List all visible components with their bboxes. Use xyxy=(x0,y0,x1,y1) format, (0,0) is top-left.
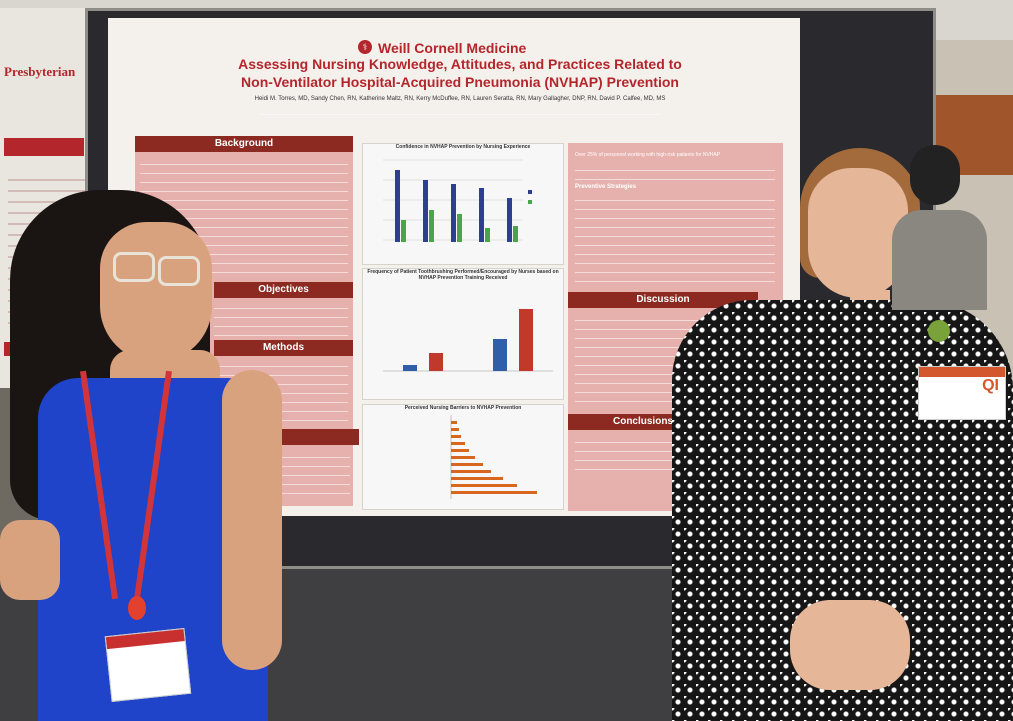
institution-name: Weill Cornell Medicine xyxy=(378,40,527,56)
bar xyxy=(507,198,512,242)
discussion-heading: Discussion xyxy=(568,292,758,308)
right-intro-text: Over 25% of personnel working with high-… xyxy=(575,152,721,158)
name-badge-right: QI xyxy=(918,366,1006,420)
objectives-heading: Objectives xyxy=(214,282,353,298)
bar xyxy=(451,456,475,459)
background-person-body xyxy=(892,210,987,310)
bar xyxy=(451,477,503,480)
neighbor-poster-title: Presbyterian xyxy=(4,64,76,79)
preventive-strategies-label: Preventive Strategies xyxy=(575,184,637,190)
bar xyxy=(451,491,537,494)
glasses-left-lens xyxy=(113,252,155,282)
poster-title-line-1: Assessing Nursing Knowledge, Attitudes, … xyxy=(238,56,682,72)
bar xyxy=(451,484,517,487)
woman-left-arm-right xyxy=(222,370,282,670)
bar xyxy=(451,463,483,466)
bar xyxy=(451,442,465,445)
woman-left-arm-left xyxy=(0,520,60,600)
confidence-chart-title: Confidence in NVHAP Prevention by Nursin… xyxy=(395,144,531,150)
right-intro-lines xyxy=(575,162,775,182)
confidence-chart-plot xyxy=(383,159,532,242)
wcm-logo-icon: ⚕ xyxy=(358,40,372,54)
name-badge-left xyxy=(104,627,192,703)
bar xyxy=(451,449,469,452)
poster-authors: Heidi M. Torres, MD, Sandy Chen, RN, Kat… xyxy=(254,96,666,102)
frequency-chart-title: Frequency of Patient Toothbrushing Perfo… xyxy=(367,269,559,281)
glasses-right-lens xyxy=(158,256,200,286)
bar xyxy=(479,188,484,242)
neighbor-poster-band xyxy=(4,138,84,156)
woman-left-face xyxy=(100,222,212,362)
badge-qi-text: QI xyxy=(982,377,999,394)
bar xyxy=(401,220,406,242)
confidence-chart: Confidence in NVHAP Prevention by Nursin… xyxy=(362,143,564,265)
frequency-chart: Frequency of Patient Toothbrushing Perfo… xyxy=(362,268,564,400)
barriers-chart: Perceived Nursing Barriers to NVHAP Prev… xyxy=(362,404,564,510)
background-heading: Background xyxy=(135,136,353,152)
preventive-strategies-text xyxy=(575,192,775,288)
bar xyxy=(451,184,456,242)
bar xyxy=(457,214,462,242)
bar xyxy=(451,435,461,438)
bar xyxy=(429,210,434,242)
frequency-chart-plot xyxy=(383,309,553,372)
barriers-chart-title: Perceived Nursing Barriers to NVHAP Prev… xyxy=(404,405,522,411)
poster-affiliations xyxy=(260,106,660,116)
bar xyxy=(451,421,457,424)
objectives-text xyxy=(214,300,348,336)
bar xyxy=(429,353,443,371)
pin-icon xyxy=(928,320,950,342)
barriers-chart-plot xyxy=(450,415,537,499)
bar xyxy=(451,428,459,431)
bar xyxy=(423,180,428,242)
bar xyxy=(493,339,507,371)
bar xyxy=(485,228,490,242)
badge-clip-icon xyxy=(128,596,146,620)
background-person-head xyxy=(910,145,960,205)
bar xyxy=(513,226,518,242)
poster-title-line-2: Non-Ventilator Hospital-Acquired Pneumon… xyxy=(241,74,679,90)
bar xyxy=(451,470,491,473)
bar xyxy=(395,170,400,242)
bar xyxy=(403,365,417,371)
methods-heading: Methods xyxy=(214,340,353,356)
bar xyxy=(519,309,533,371)
woman-right-face xyxy=(808,168,908,298)
woman-right-hands xyxy=(790,600,910,690)
